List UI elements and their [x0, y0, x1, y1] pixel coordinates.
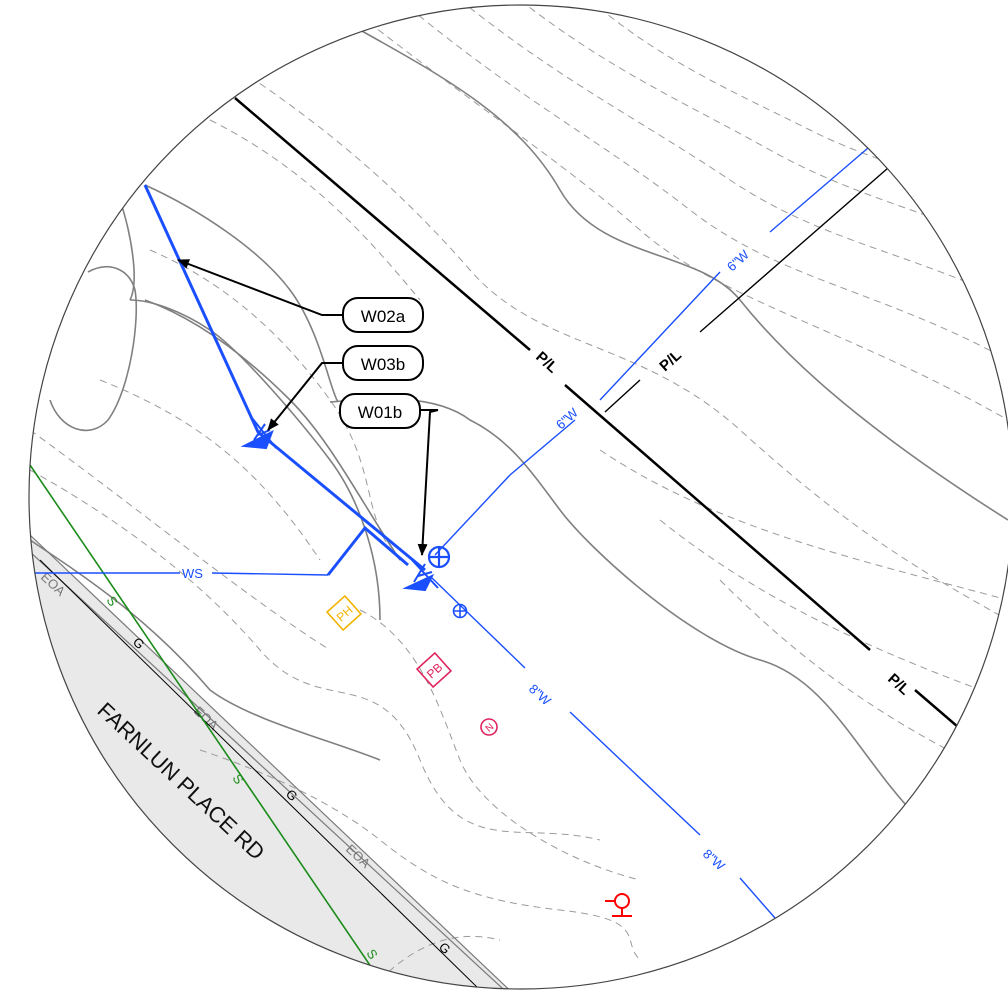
callout-w02a: W02a: [342, 297, 424, 333]
contour-lines-solid: [29, 29, 1008, 821]
pl-label-3: P/L: [884, 670, 913, 698]
detail-viewport-border: [28, 4, 1008, 990]
gas-line: [39, 559, 481, 989]
callout-w03b: W03b: [342, 345, 424, 381]
property-line-secondary: [604, 167, 889, 413]
svg-text:W02a: W02a: [361, 307, 406, 326]
water-service-label: WS: [182, 566, 203, 581]
water-6in-label-2: 6"W: [553, 404, 582, 432]
valve-symbol-2: [402, 559, 439, 592]
water-service-line: [30, 572, 329, 576]
water-8in-label-1: 8"W: [526, 681, 555, 709]
water-6in-label-1: 6"W: [724, 246, 753, 274]
svg-text:W03b: W03b: [361, 355, 405, 374]
hydrant-icon: [605, 893, 632, 917]
property-line-main: [234, 97, 1008, 771]
leader-w03b: [267, 362, 343, 431]
water-8in-label-2: 8"W: [700, 846, 729, 874]
valve-symbol-1: [240, 417, 277, 450]
fitting-cross-large: [427, 545, 451, 569]
callout-leaders: [177, 259, 439, 556]
edge-of-asphalt-lines: [29, 534, 521, 989]
callout-w01b: W01b: [339, 393, 421, 429]
svg-text:W01b: W01b: [358, 403, 402, 422]
marker-pb: PB: [415, 651, 453, 689]
water-main-8in: [431, 577, 776, 919]
pl-label-2: P/L: [656, 347, 685, 375]
sewer-line: [29, 464, 381, 981]
water-main-6in: [434, 147, 869, 556]
marker-n: N: [480, 718, 498, 736]
road-pavement: [29, 535, 520, 989]
pl-label-1: P/L: [532, 348, 561, 376]
fitting-cross-small: [452, 603, 468, 619]
marker-ph: PH: [325, 594, 363, 632]
leader-w01b: [417, 409, 439, 556]
leader-w02a: [177, 259, 343, 316]
